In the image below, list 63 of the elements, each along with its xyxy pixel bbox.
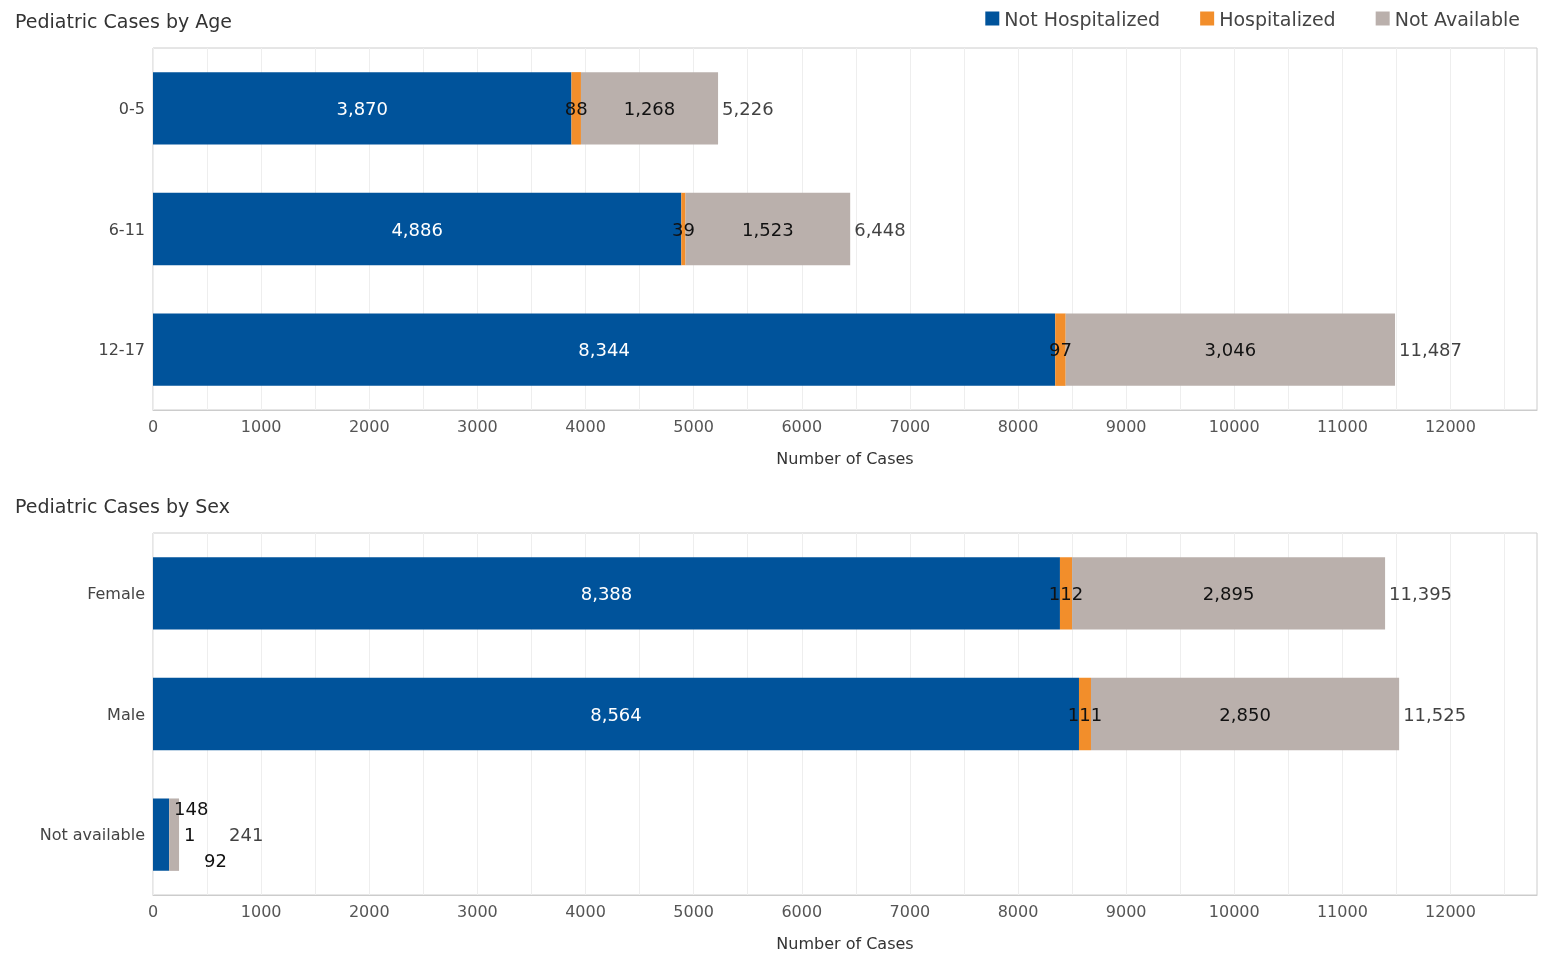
x-tick-label: 7000: [889, 901, 931, 921]
total-label: 6,448: [854, 218, 906, 240]
legend-label: Not Hospitalized: [1004, 7, 1161, 30]
x-tick-label: 3000: [457, 416, 498, 436]
y-tick-label: 6-11: [108, 219, 145, 239]
y-tick-label: 0-5: [118, 98, 145, 118]
total-label: 5,226: [722, 97, 774, 119]
x-tick-label: 12000: [1425, 901, 1476, 921]
x-tick-label: 4000: [565, 901, 606, 921]
x-tick-label: 1000: [240, 416, 282, 436]
data-label: 1,268: [623, 97, 676, 119]
data-label: 112: [1048, 582, 1084, 604]
chart-title: Pediatric Cases by Sex: [15, 494, 230, 517]
x-tick-label: 8000: [997, 901, 1039, 921]
y-tick-label: Male: [107, 704, 145, 724]
x-tick-label: 10000: [1208, 901, 1260, 921]
data-label: 8,564: [590, 703, 642, 725]
data-label: 88: [564, 97, 588, 119]
y-tick-label: 12-17: [98, 340, 145, 360]
x-tick-label: 6000: [781, 416, 823, 436]
x-tick-label: 6000: [781, 901, 823, 921]
x-tick-label: 1000: [240, 901, 282, 921]
x-tick-label: 9000: [1105, 901, 1147, 921]
x-tick-label: 11000: [1316, 416, 1368, 436]
y-tick-label: Not available: [39, 825, 145, 845]
data-label: 1,523: [742, 218, 794, 240]
data-label: 92: [204, 850, 227, 872]
x-tick-label: 2000: [348, 416, 390, 436]
y-tick-label: Female: [87, 583, 145, 603]
data-label: 2,895: [1202, 582, 1255, 604]
legend-label: Not Available: [1394, 7, 1520, 30]
total-label: 241: [229, 824, 264, 846]
x-tick-label: 11000: [1316, 901, 1368, 921]
x-tick-label: 0: [147, 416, 159, 436]
total-label: 11,487: [1399, 339, 1463, 361]
x-tick-label: 0: [147, 901, 159, 921]
x-tick-label: 5000: [673, 416, 714, 436]
data-label: 1: [184, 824, 196, 846]
data-label: 3,870: [336, 97, 388, 119]
x-tick-label: 8000: [997, 416, 1039, 436]
x-tick-label: 9000: [1105, 416, 1147, 436]
total-label: 11,525: [1403, 703, 1467, 725]
x-axis-title: Number of Cases: [776, 448, 914, 468]
data-label: 148: [174, 798, 209, 820]
chart-title: Pediatric Cases by Age: [15, 9, 233, 32]
x-axis-title: Number of Cases: [776, 933, 914, 953]
x-tick-label: 5000: [673, 901, 714, 921]
x-tick-label: 4000: [565, 416, 606, 436]
data-label: 8,344: [578, 339, 630, 361]
data-label: 3,046: [1204, 339, 1257, 361]
x-tick-label: 7000: [889, 416, 931, 436]
x-tick-label: 12000: [1425, 416, 1476, 436]
x-tick-label: 10000: [1208, 416, 1260, 436]
data-label: 4,886: [391, 218, 443, 240]
legend-label: Hospitalized: [1219, 7, 1336, 30]
data-label: 2,850: [1219, 703, 1271, 725]
data-label: 39: [671, 218, 695, 240]
x-tick-label: 2000: [348, 901, 390, 921]
bar: [153, 798, 169, 871]
total-label: 11,395: [1389, 582, 1453, 604]
data-label: 111: [1067, 703, 1103, 725]
x-tick-label: 3000: [457, 901, 498, 921]
data-label: 8,388: [580, 582, 633, 604]
